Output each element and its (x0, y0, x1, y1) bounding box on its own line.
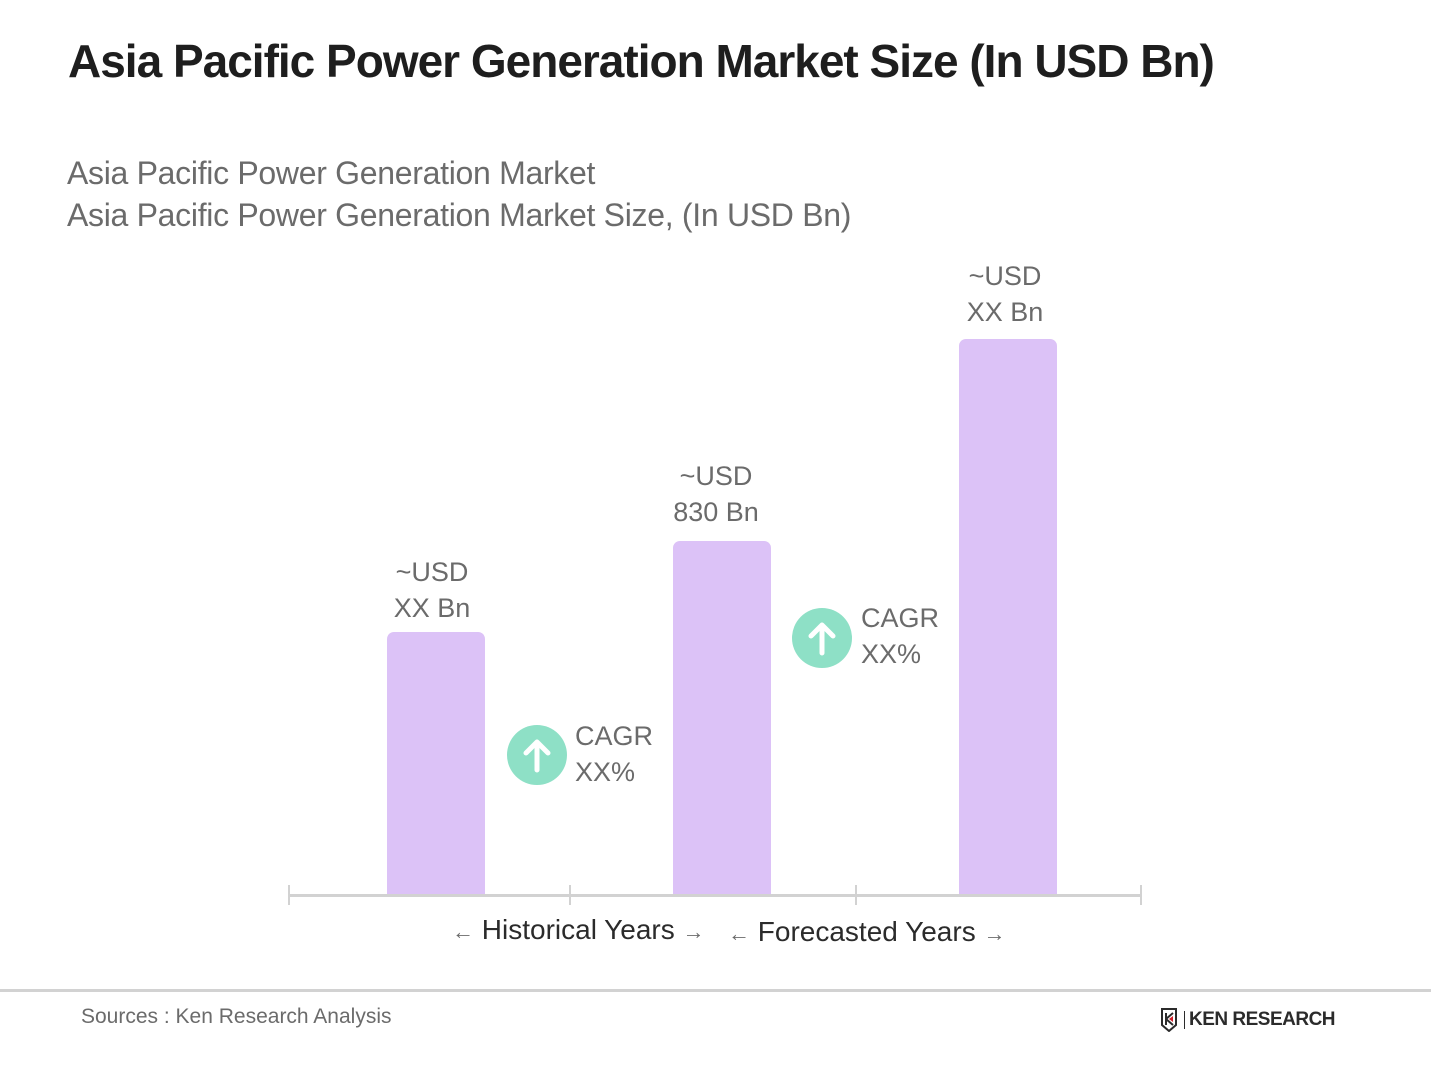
bar-label-currency: ~USD (968, 261, 1042, 291)
bar-label-value: XX Bn (393, 593, 471, 623)
left-arrow-icon: ← (728, 921, 750, 946)
cagr-up-arrow-icon (507, 725, 567, 785)
bar-label-currency: ~USD (679, 461, 753, 491)
chart-title: Asia Pacific Power Generation Market Siz… (68, 35, 1215, 87)
axis-tick (1140, 885, 1142, 905)
bar-label-currency: ~USD (395, 557, 469, 587)
bar-label-forecast-end: ~USD XX Bn (925, 258, 1085, 330)
ken-research-logo: KEN RESEARCH (1160, 1008, 1336, 1032)
right-arrow-icon: → (983, 921, 1006, 946)
cagr-value: XX% (861, 639, 922, 669)
chart-subtitle-market: Asia Pacific Power Generation Market (67, 155, 596, 191)
cagr-label: CAGR (861, 603, 940, 633)
logo-separator (1184, 1011, 1185, 1029)
historical-years-label: ← Historical Years → (452, 914, 705, 946)
chart-subtitle-size: Asia Pacific Power Generation Market Siz… (67, 197, 852, 233)
bar-label-value: XX Bn (966, 297, 1044, 327)
axis-tick (288, 885, 290, 905)
forecasted-years-text: Forecasted Years (757, 916, 976, 947)
bar-base-year (673, 541, 771, 895)
cagr-forecast: CAGR XX% (861, 600, 939, 672)
cagr-label: CAGR (575, 721, 654, 751)
bar-historical-start (387, 632, 485, 895)
logo-text: KEN RESEARCH (1189, 1009, 1336, 1030)
sources-note: Sources : Ken Research Analysis (81, 1005, 392, 1028)
bar-label-value: 830 Bn (673, 497, 759, 527)
cagr-up-arrow-icon (792, 608, 852, 668)
historical-years-text: Historical Years (481, 914, 675, 945)
bar-forecast-end (959, 339, 1057, 895)
bar-label-historical-start: ~USD XX Bn (352, 554, 512, 626)
left-arrow-icon: ← (452, 919, 474, 944)
bar-label-base-year: ~USD 830 Bn (636, 458, 796, 530)
forecasted-years-label: ← Forecasted Years → (728, 916, 1005, 948)
cagr-historical: CAGR XX% (575, 718, 653, 790)
right-arrow-icon: → (682, 919, 705, 944)
cagr-value: XX% (575, 757, 636, 787)
axis-tick (569, 885, 571, 905)
ken-research-logo-icon (1161, 1008, 1177, 1032)
x-axis (289, 894, 1141, 897)
axis-tick (855, 885, 857, 905)
footer-divider (0, 989, 1431, 992)
